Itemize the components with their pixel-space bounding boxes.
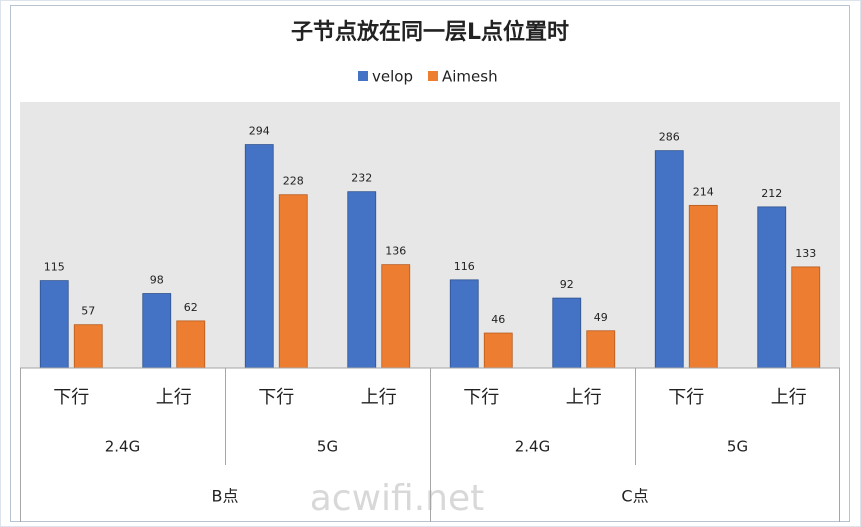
bar (381, 264, 411, 369)
group-label: 5G (727, 438, 748, 456)
data-label: 98 (150, 274, 164, 287)
legend-swatch (428, 71, 438, 81)
data-label: 136 (385, 245, 406, 258)
legend-label: Aimesh (442, 68, 498, 86)
bar (73, 324, 103, 369)
legend: velop Aimesh (358, 68, 498, 86)
group-label: 5G (317, 438, 338, 456)
data-label: 57 (81, 305, 95, 318)
x-tick-label: 下行 (668, 387, 704, 408)
data-label: 286 (659, 131, 680, 144)
bar (142, 293, 172, 369)
bar (278, 194, 308, 369)
bar (688, 204, 718, 369)
x-tick-label: 下行 (463, 387, 499, 408)
x-tick-label: 上行 (361, 387, 397, 408)
group-label: B点 (212, 487, 239, 506)
bar (176, 320, 206, 369)
bar (449, 279, 479, 369)
bar (791, 266, 821, 369)
x-tick-label: 下行 (258, 387, 294, 408)
x-tick-label: 上行 (771, 387, 807, 408)
data-label: 62 (184, 301, 198, 314)
bar (244, 144, 274, 369)
x-tick-label: 上行 (156, 387, 192, 408)
data-label: 116 (454, 260, 475, 273)
legend-label: velop (372, 68, 413, 86)
data-label: 232 (351, 172, 372, 185)
bar (39, 280, 69, 369)
bar (483, 332, 513, 369)
bar (552, 297, 582, 369)
bar (586, 330, 616, 369)
x-tick-label: 上行 (566, 387, 602, 408)
group-label: 2.4G (515, 438, 550, 456)
group-label: C点 (621, 487, 648, 506)
x-tick-label: 下行 (53, 387, 89, 408)
data-label: 212 (761, 187, 782, 200)
data-label: 49 (594, 311, 608, 324)
bar (654, 150, 684, 369)
data-label: 133 (795, 247, 816, 260)
data-label: 294 (249, 125, 270, 138)
bar (757, 206, 787, 369)
data-label: 214 (693, 185, 714, 198)
data-label: 92 (560, 278, 574, 291)
watermark: acwifi.net (310, 478, 485, 519)
bar (347, 191, 377, 369)
data-label: 115 (44, 261, 65, 274)
data-label: 46 (491, 313, 505, 326)
data-label: 228 (283, 175, 304, 188)
legend-swatch (358, 71, 368, 81)
chart-title: 子节点放在同一层L点位置时 (291, 19, 569, 45)
group-label: 2.4G (105, 438, 140, 456)
